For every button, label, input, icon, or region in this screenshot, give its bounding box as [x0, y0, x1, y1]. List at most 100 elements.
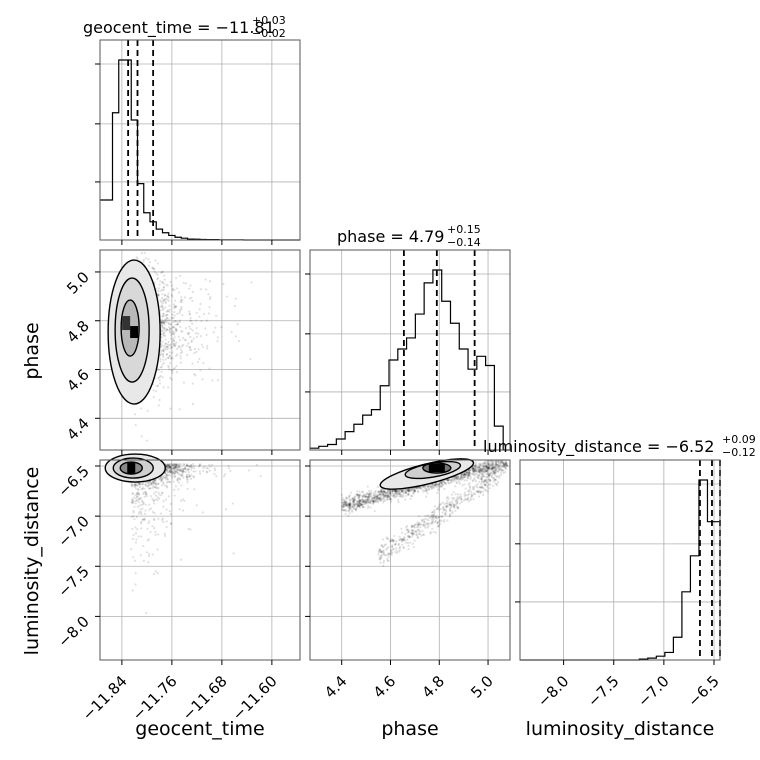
sample-point — [160, 336, 163, 339]
sample-point — [361, 496, 364, 499]
sample-point — [166, 468, 170, 471]
sample-point — [162, 327, 165, 330]
sample-point — [504, 460, 507, 463]
sample-point — [379, 493, 382, 496]
sample-point — [426, 489, 429, 492]
sample-point — [138, 482, 141, 486]
sample-point — [443, 512, 447, 516]
sample-point — [164, 472, 167, 475]
sample-point — [164, 306, 167, 309]
sample-point — [154, 481, 157, 484]
sample-point — [182, 281, 185, 285]
sample-point — [151, 266, 154, 269]
sample-point — [184, 282, 187, 285]
sample-point — [443, 482, 446, 485]
sample-point — [459, 497, 462, 500]
sample-point — [169, 334, 173, 337]
sample-point — [479, 468, 482, 471]
sample-point — [192, 337, 195, 340]
sample-point — [185, 473, 188, 476]
sample-point — [402, 538, 405, 541]
sample-point — [462, 476, 465, 479]
sample-point — [427, 484, 430, 487]
sample-point — [189, 284, 192, 287]
sample-point — [430, 518, 433, 521]
panel-frame — [99, 39, 301, 241]
sample-point — [474, 470, 477, 473]
sample-point — [131, 527, 134, 530]
sample-point — [463, 473, 466, 476]
sample-point — [157, 277, 160, 280]
sample-point — [466, 471, 469, 474]
sample-point — [380, 550, 383, 553]
sample-point — [369, 500, 372, 503]
sample-point — [463, 473, 466, 476]
sample-point — [213, 467, 216, 470]
sample-point — [176, 323, 179, 326]
sample-point — [161, 293, 164, 296]
sample-point — [165, 353, 169, 356]
sample-point — [473, 486, 476, 489]
sample-point — [197, 348, 200, 351]
sample-point — [168, 481, 171, 484]
sample-point — [169, 466, 173, 469]
sample-point — [389, 498, 392, 501]
sample-point — [170, 284, 173, 287]
sample-point — [165, 476, 168, 479]
sample-point — [225, 295, 228, 298]
sample-point — [438, 482, 441, 485]
sample-point — [199, 288, 202, 291]
sample-point — [161, 315, 165, 318]
sample-point — [490, 474, 493, 477]
sample-point — [366, 496, 369, 499]
sample-point — [168, 466, 171, 469]
sample-point — [209, 296, 212, 299]
sample-point — [166, 486, 169, 489]
sample-point — [170, 337, 173, 340]
sample-point — [159, 309, 162, 312]
sample-point — [145, 485, 148, 488]
sample-point — [347, 496, 351, 499]
sample-point — [184, 467, 187, 470]
sample-point — [191, 402, 195, 406]
sample-point — [165, 464, 168, 468]
sample-point — [422, 523, 426, 526]
sample-point — [486, 466, 489, 470]
sample-point — [398, 490, 401, 493]
sample-point — [137, 488, 140, 491]
sample-point — [162, 386, 165, 389]
sample-point — [148, 520, 151, 523]
sample-point — [370, 497, 374, 500]
sample-point — [170, 522, 173, 525]
sample-point — [187, 468, 190, 471]
sample-point — [175, 329, 178, 332]
sample-point — [443, 487, 446, 491]
sample-point — [151, 266, 155, 270]
sample-point — [451, 479, 454, 482]
sample-point — [168, 465, 172, 468]
sample-point — [159, 512, 163, 515]
sample-point — [163, 278, 166, 281]
sample-point — [394, 495, 397, 498]
sample-point — [180, 470, 183, 473]
sample-point — [201, 378, 204, 381]
sample-point — [370, 493, 373, 496]
sample-point — [131, 499, 135, 502]
sample-point — [345, 503, 348, 507]
sample-point — [152, 395, 155, 399]
sample-point — [395, 489, 398, 492]
sample-point — [505, 458, 507, 460]
sample-point — [411, 531, 415, 535]
sample-point — [162, 322, 165, 325]
sample-point — [157, 294, 160, 297]
sample-point — [176, 478, 179, 481]
sample-point — [132, 515, 135, 518]
sample-point — [174, 327, 177, 330]
sample-point — [191, 329, 194, 332]
sample-point — [173, 475, 176, 478]
sample-point — [357, 496, 361, 499]
sample-point — [356, 493, 359, 497]
sample-point — [161, 325, 164, 329]
histogram-step — [310, 269, 510, 451]
sample-point — [380, 490, 383, 493]
